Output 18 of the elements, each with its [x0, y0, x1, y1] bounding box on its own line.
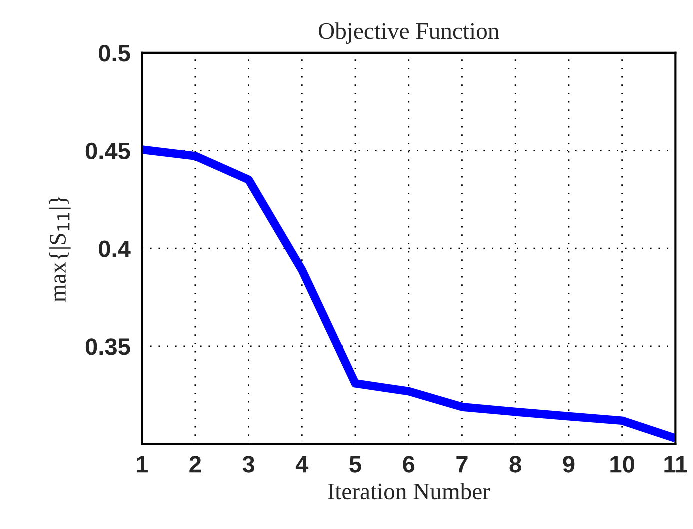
- y-tick-label: 0.5: [99, 44, 130, 62]
- x-tick-label: 8: [510, 456, 522, 473]
- x-tick-label: 5: [350, 456, 362, 473]
- x-tick-label: 4: [296, 456, 309, 473]
- y-tick-label: 0.4: [99, 240, 131, 258]
- x-tick-label: 3: [242, 456, 254, 473]
- y-tick-label: 0.35: [86, 338, 130, 356]
- x-tick-label: 9: [563, 456, 575, 473]
- y-tick-label: 0.45: [86, 142, 130, 160]
- x-tick-label: 2: [190, 456, 202, 473]
- x-tick-label: 1: [136, 456, 148, 473]
- x-tick-label: 6: [403, 456, 415, 473]
- x-tick-label: 7: [456, 456, 468, 473]
- chart-title: Objective Function: [319, 22, 500, 44]
- x-tick-label: 11: [664, 456, 688, 473]
- y-axis-title: max{|S$_{11}$|}: [49, 196, 71, 302]
- x-tick-label: 10: [610, 456, 634, 473]
- x-axis-title: Iteration Number: [328, 483, 490, 500]
